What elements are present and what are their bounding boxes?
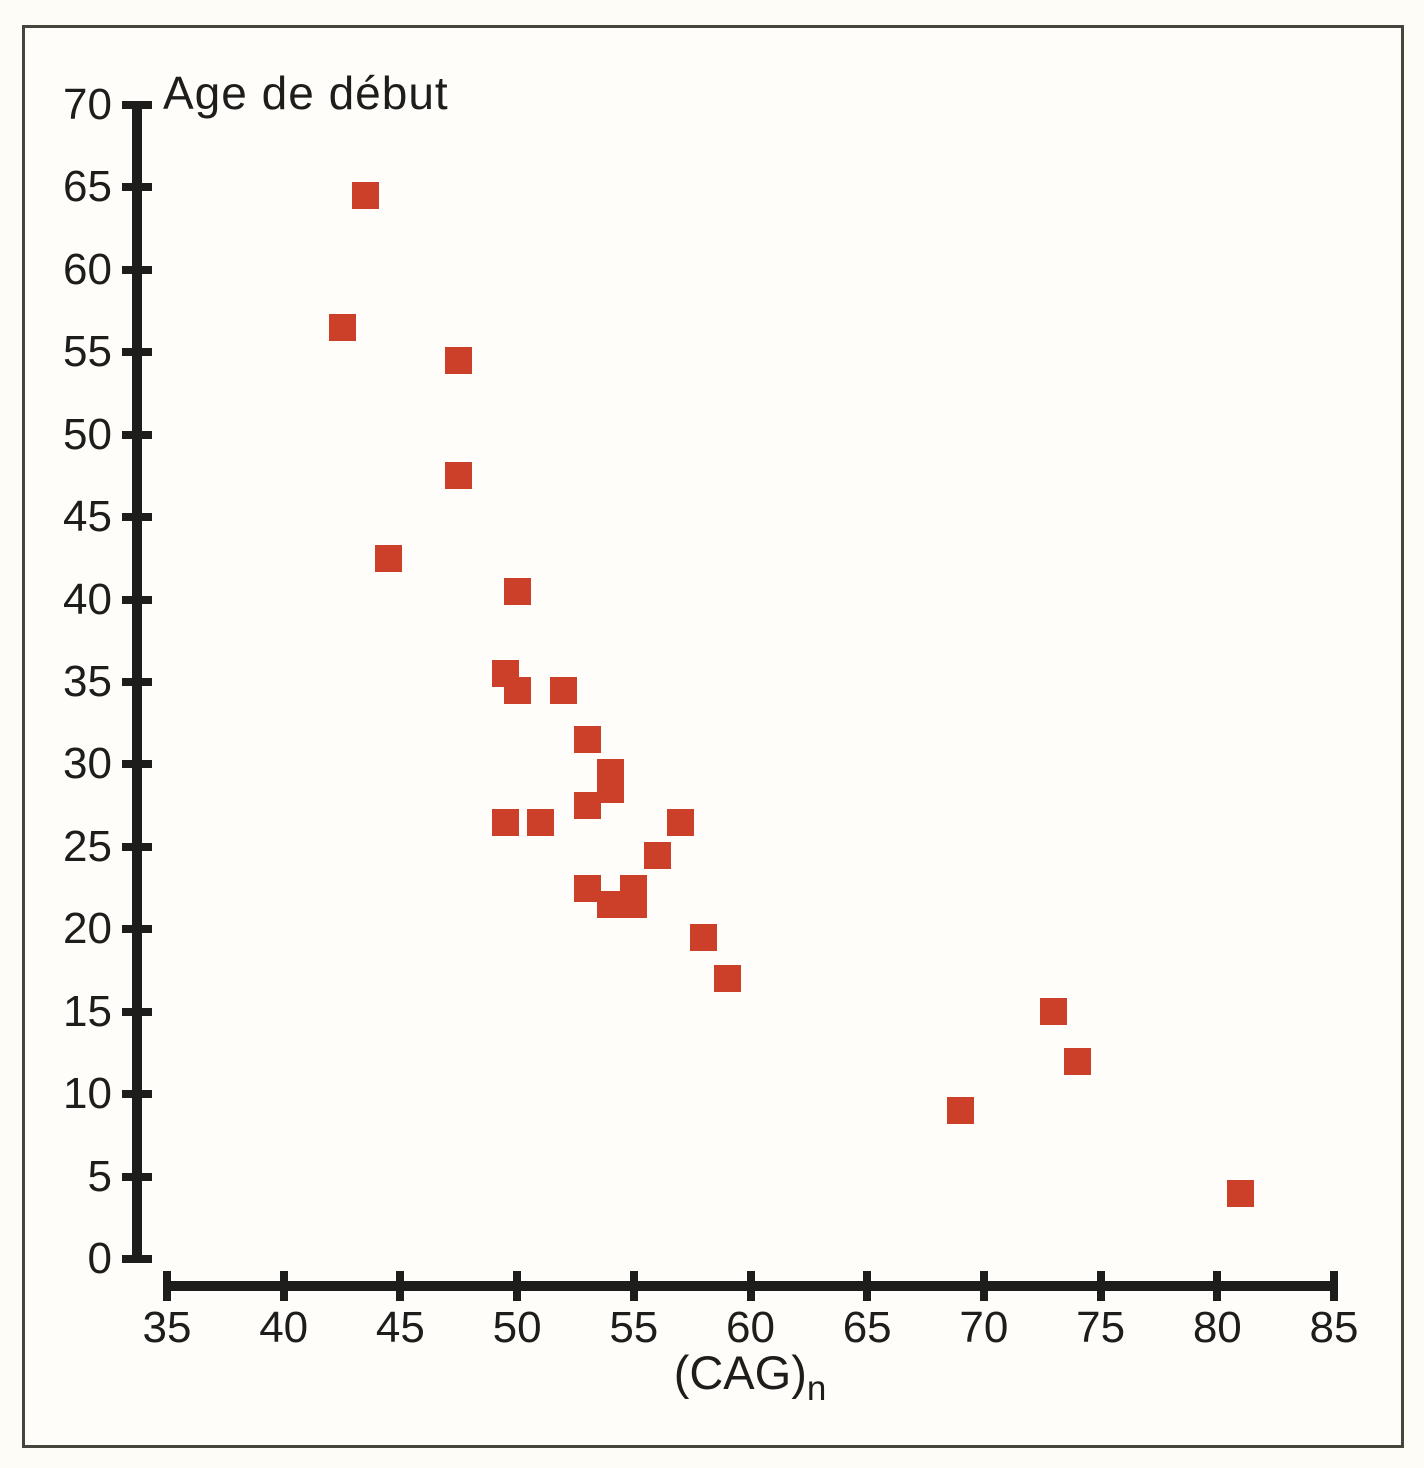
data-point xyxy=(503,676,531,704)
data-point xyxy=(328,314,356,342)
y-tick-label: 0 xyxy=(87,1234,112,1283)
x-tick xyxy=(629,1271,638,1301)
y-tick-label: 15 xyxy=(63,986,112,1036)
x-tick-label: 70 xyxy=(959,1303,1009,1352)
x-tick xyxy=(1330,1271,1338,1301)
y-tick xyxy=(122,1172,152,1181)
data-point xyxy=(445,462,473,490)
x-tick xyxy=(396,1271,405,1301)
y-tick-label: 25 xyxy=(63,821,112,871)
x-tick xyxy=(1213,1271,1222,1301)
y-tick-label: 60 xyxy=(63,244,112,294)
data-point xyxy=(1227,1179,1255,1207)
x-tick xyxy=(1096,1271,1105,1301)
x-tick-label: 35 xyxy=(142,1303,192,1352)
y-tick xyxy=(122,1007,152,1016)
data-point xyxy=(620,891,648,919)
x-axis-label-sub: n xyxy=(806,1369,827,1408)
y-tick xyxy=(122,430,152,439)
y-tick xyxy=(122,677,152,686)
x-tick-label: 60 xyxy=(726,1303,775,1352)
x-tick xyxy=(279,1271,288,1301)
y-tick xyxy=(122,1255,152,1263)
data-point xyxy=(375,544,403,572)
x-tick xyxy=(863,1271,872,1301)
x-tick-label: 85 xyxy=(1309,1303,1359,1352)
data-point xyxy=(643,841,671,869)
y-tick-label: 55 xyxy=(63,327,112,377)
data-point xyxy=(503,577,531,605)
y-tick-label: 10 xyxy=(63,1069,112,1119)
y-tick xyxy=(122,348,152,357)
y-tick xyxy=(122,265,152,274)
data-point xyxy=(596,891,624,919)
data-point xyxy=(573,874,601,902)
y-tick-label: 35 xyxy=(63,656,112,706)
y-tick-label: 20 xyxy=(63,904,112,954)
y-tick xyxy=(122,100,152,109)
x-tick xyxy=(163,1271,171,1301)
y-tick-label: 70 xyxy=(63,79,112,129)
y-tick xyxy=(122,513,152,522)
x-tick-label: 65 xyxy=(842,1303,892,1352)
data-point xyxy=(1040,998,1068,1026)
chart-frame xyxy=(22,25,1404,1448)
y-axis-title: Age de début xyxy=(163,67,449,119)
data-point xyxy=(351,182,379,210)
x-tick-label: 80 xyxy=(1192,1303,1242,1352)
data-point xyxy=(550,676,578,704)
y-tick-label: 65 xyxy=(63,162,112,212)
y-tick xyxy=(122,595,152,604)
data-point xyxy=(666,808,694,836)
x-axis-label: (CAG)n xyxy=(580,1348,920,1414)
y-tick-label: 30 xyxy=(63,739,112,789)
data-point xyxy=(526,808,554,836)
y-tick-label: 5 xyxy=(87,1151,112,1201)
y-tick-label: 40 xyxy=(63,574,112,624)
x-tick-label: 45 xyxy=(375,1303,425,1352)
x-tick xyxy=(513,1271,522,1301)
y-tick-label: 50 xyxy=(63,409,112,459)
data-point xyxy=(573,792,601,820)
y-tick xyxy=(122,1090,152,1099)
x-tick xyxy=(979,1271,988,1301)
y-tick xyxy=(122,925,152,934)
data-point xyxy=(713,965,741,993)
x-axis-label-base: (CAG) xyxy=(673,1346,807,1399)
data-point xyxy=(596,775,624,803)
y-tick xyxy=(122,842,152,851)
data-point xyxy=(573,726,601,754)
y-tick xyxy=(122,760,152,769)
x-tick-label: 50 xyxy=(492,1303,542,1352)
x-tick-label: 75 xyxy=(1076,1303,1126,1352)
y-tick xyxy=(122,183,152,192)
y-tick-label: 45 xyxy=(63,492,112,542)
data-point xyxy=(491,808,519,836)
data-point xyxy=(947,1097,975,1125)
data-point xyxy=(1063,1047,1091,1075)
data-point xyxy=(690,924,718,952)
x-tick xyxy=(746,1271,755,1301)
x-tick-label: 55 xyxy=(609,1303,659,1352)
data-point xyxy=(445,347,473,374)
x-tick-label: 40 xyxy=(259,1303,309,1352)
